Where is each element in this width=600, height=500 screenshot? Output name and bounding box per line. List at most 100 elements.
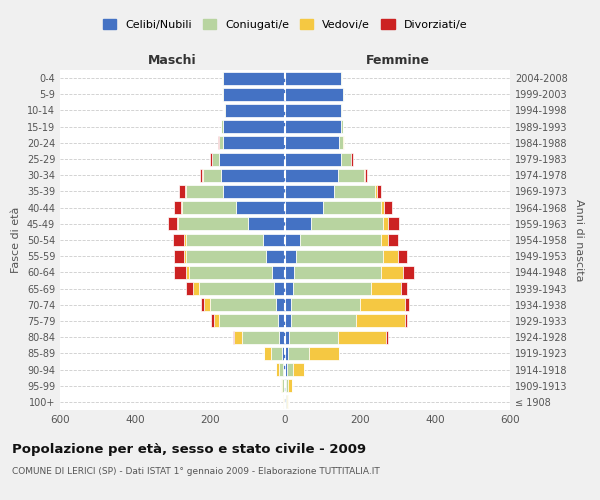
Bar xyxy=(220,136,223,149)
Bar xyxy=(211,152,212,166)
Bar xyxy=(175,250,184,262)
Bar xyxy=(388,218,400,230)
Bar xyxy=(233,330,235,344)
Legend: Celibi/Nubili, Coniugati/e, Vedovi/e, Divorziati/e: Celibi/Nubili, Coniugati/e, Vedovi/e, Di… xyxy=(98,14,472,34)
Bar xyxy=(383,250,398,262)
Bar xyxy=(167,218,177,230)
Bar xyxy=(185,234,263,246)
Bar xyxy=(285,363,287,376)
Bar xyxy=(401,282,407,295)
Text: Maschi: Maschi xyxy=(148,54,197,67)
Bar xyxy=(341,72,342,85)
Bar xyxy=(383,218,388,230)
Bar xyxy=(285,169,337,181)
Bar xyxy=(311,218,383,230)
Bar xyxy=(285,72,341,85)
Y-axis label: Anni di nascita: Anni di nascita xyxy=(574,198,584,281)
Bar xyxy=(377,185,380,198)
Bar xyxy=(185,185,223,198)
Bar xyxy=(193,282,199,295)
Bar xyxy=(225,104,285,117)
Bar xyxy=(242,330,280,344)
Bar xyxy=(236,201,285,214)
Bar xyxy=(285,379,286,392)
Bar xyxy=(178,218,248,230)
Bar xyxy=(285,282,293,295)
Bar xyxy=(202,169,203,181)
Bar xyxy=(388,234,398,246)
Bar xyxy=(284,379,285,392)
Bar xyxy=(300,234,380,246)
Bar xyxy=(223,185,285,198)
Bar xyxy=(360,298,405,311)
Bar xyxy=(285,218,311,230)
Bar xyxy=(386,330,388,344)
Bar xyxy=(280,330,285,344)
Bar xyxy=(277,314,285,328)
Bar xyxy=(173,201,181,214)
Bar xyxy=(285,120,341,133)
Bar xyxy=(285,266,295,279)
Bar xyxy=(200,169,202,181)
Bar xyxy=(282,347,285,360)
Bar xyxy=(341,120,343,133)
Bar xyxy=(293,363,304,376)
Bar xyxy=(343,136,344,149)
Bar xyxy=(350,152,352,166)
Bar xyxy=(364,169,365,181)
Y-axis label: Fasce di età: Fasce di età xyxy=(11,207,21,273)
Bar xyxy=(218,136,219,149)
Bar xyxy=(403,266,415,279)
Bar xyxy=(285,396,286,408)
Bar xyxy=(337,330,386,344)
Bar xyxy=(285,152,341,166)
Bar xyxy=(365,169,367,181)
Text: Femmine: Femmine xyxy=(365,54,430,67)
Bar xyxy=(341,104,343,117)
Bar xyxy=(293,282,371,295)
Bar xyxy=(203,169,221,181)
Text: COMUNE DI LERICI (SP) - Dati ISTAT 1° gennaio 2009 - Elaborazione TUTTITALIA.IT: COMUNE DI LERICI (SP) - Dati ISTAT 1° ge… xyxy=(12,468,380,476)
Bar xyxy=(223,72,285,85)
Bar xyxy=(264,347,271,360)
Bar xyxy=(308,347,338,360)
Bar xyxy=(285,88,343,101)
Bar xyxy=(181,201,182,214)
Bar xyxy=(343,88,344,101)
Bar xyxy=(352,152,353,166)
Bar xyxy=(221,120,223,133)
Bar xyxy=(288,347,308,360)
Bar xyxy=(248,218,285,230)
Bar xyxy=(224,104,225,117)
Bar xyxy=(371,282,401,295)
Bar xyxy=(179,185,185,198)
Bar xyxy=(286,379,288,392)
Bar xyxy=(182,201,236,214)
Bar xyxy=(272,266,285,279)
Bar xyxy=(185,266,190,279)
Bar xyxy=(220,152,285,166)
Bar xyxy=(337,169,364,181)
Bar xyxy=(285,234,300,246)
Bar xyxy=(285,104,341,117)
Bar xyxy=(185,250,266,262)
Bar xyxy=(323,201,380,214)
Bar xyxy=(380,266,403,279)
Bar xyxy=(296,250,383,262)
Bar xyxy=(286,396,287,408)
Bar xyxy=(210,298,275,311)
Bar xyxy=(287,363,293,376)
Bar xyxy=(285,250,296,262)
Bar xyxy=(340,136,343,149)
Bar xyxy=(295,266,380,279)
Bar xyxy=(285,314,290,328)
Bar xyxy=(235,330,242,344)
Bar xyxy=(405,298,409,311)
Bar xyxy=(380,234,388,246)
Bar xyxy=(263,234,285,246)
Bar xyxy=(185,282,193,295)
Bar xyxy=(290,298,360,311)
Bar xyxy=(177,218,178,230)
Bar xyxy=(334,185,375,198)
Bar xyxy=(375,185,377,198)
